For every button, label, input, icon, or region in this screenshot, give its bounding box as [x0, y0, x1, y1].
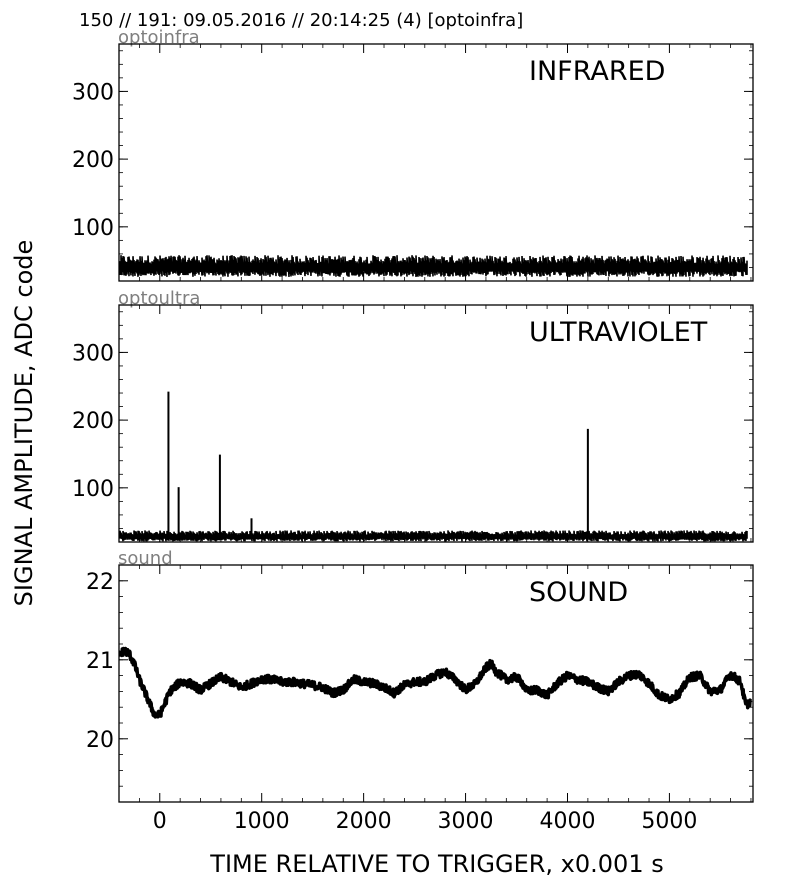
panel-frame: [118, 564, 754, 803]
noise-band: [119, 255, 748, 277]
panel-subtitle: optoinfra: [118, 27, 200, 48]
signal-trace: [119, 255, 748, 277]
panel-subtitle: optoultra: [118, 288, 200, 309]
panel-label: ULTRAVIOLET: [529, 317, 708, 348]
panel-label: SOUND: [529, 577, 628, 608]
sound-line: [119, 646, 753, 719]
y-tick-label: 200: [72, 409, 114, 434]
y-tick-label: 300: [72, 80, 114, 105]
y-tick-label: 21: [86, 649, 114, 674]
panel-sound: sound SOUND 20 21 22 0 1000 2000 3000 4000 5000: [86, 548, 754, 834]
panel-frame: [118, 304, 754, 543]
y-tick-label: 200: [72, 148, 114, 173]
y-tick-label: 100: [72, 216, 114, 241]
x-tick-label: 1000: [234, 809, 290, 834]
x-tick-label: 2000: [336, 809, 392, 834]
panel-frame: [118, 43, 754, 282]
x-tick-label: 3000: [438, 809, 494, 834]
panel-label: INFRARED: [529, 56, 665, 87]
panel-infrared: optoinfra INFRARED 100 200 300: [72, 27, 754, 282]
x-axis-title: TIME RELATIVE TO TRIGGER, x0.001 s: [209, 850, 663, 878]
y-tick-label: 100: [72, 477, 114, 502]
y-tick-label: 300: [72, 341, 114, 366]
signal-trace: [119, 646, 753, 719]
y-tick-label: 20: [86, 728, 114, 753]
y-tick-label: 22: [86, 570, 114, 595]
signal-trace: [119, 391, 748, 542]
x-tick-label: 4000: [539, 809, 595, 834]
panel-subtitle: sound: [118, 548, 173, 569]
panel-ultraviolet: optoultra ULTRAVIOLET 100 200 300: [72, 288, 754, 543]
y-axis-title: SIGNAL AMPLITUDE, ADC code: [10, 240, 38, 607]
x-tick-label: 5000: [641, 809, 697, 834]
x-tick-label: 0: [153, 809, 167, 834]
panels: optoinfraINFRARED100200300optoultraULTRA…: [72, 27, 754, 834]
figure-header: 150 // 191: 09.05.2016 // 20:14:25 (4) […: [79, 10, 523, 31]
noise-band: [119, 530, 748, 542]
